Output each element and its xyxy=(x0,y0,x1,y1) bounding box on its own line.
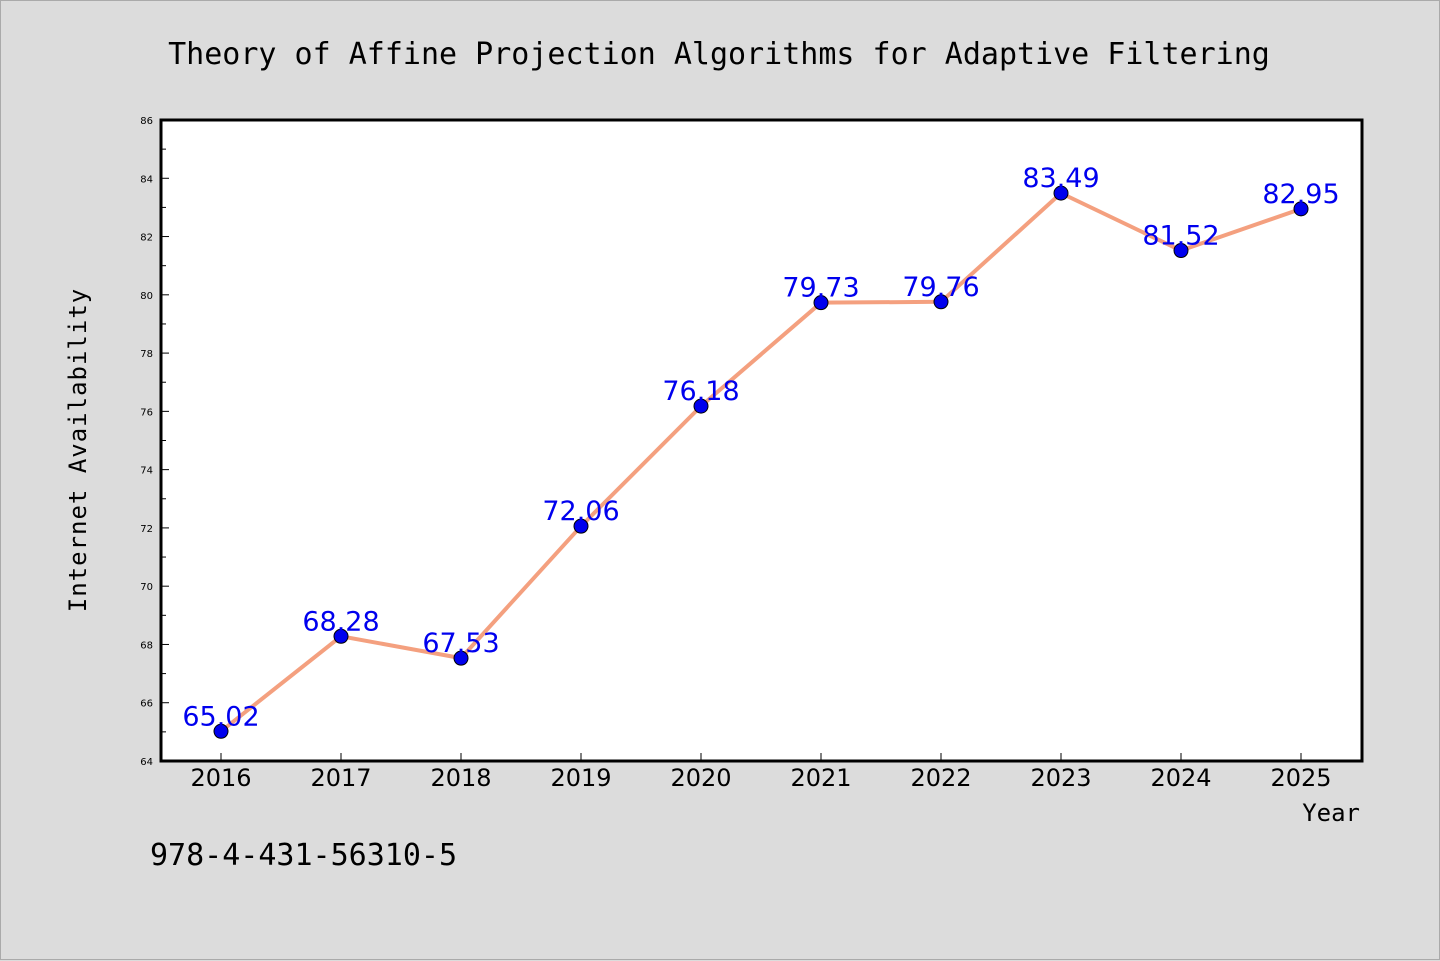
data-label: 72.06 xyxy=(542,496,619,527)
y-axis-ticks: 64 66 68 70 72 74 76 78 80 82 84 86 xyxy=(140,116,169,768)
data-point xyxy=(1053,185,1069,201)
y-tick-label: 86 xyxy=(140,116,153,127)
y-tick-label: 72 xyxy=(140,524,153,535)
x-tick-label: 2019 xyxy=(550,764,611,792)
chart-title: Theory of Affine Projection Algorithms f… xyxy=(168,37,1270,72)
data-point xyxy=(693,398,709,414)
x-tick-label: 2017 xyxy=(310,764,371,792)
x-tick-label: 2023 xyxy=(1030,764,1091,792)
data-point xyxy=(333,628,349,644)
data-label: 65.02 xyxy=(182,701,259,732)
x-tick-label: 2025 xyxy=(1270,764,1331,792)
data-point xyxy=(453,650,469,666)
data-label: 67.53 xyxy=(422,628,499,659)
y-tick-label: 74 xyxy=(140,466,153,477)
data-label: 83.49 xyxy=(1022,163,1099,194)
data-point xyxy=(813,295,829,311)
x-tick-label: 2022 xyxy=(910,764,971,792)
series-layer: 65.02 68.28 67.53 72.06 76.18 79.73 79.76 83.49… xyxy=(182,163,1340,739)
y-tick-label: 84 xyxy=(140,174,153,185)
data-label: 81.52 xyxy=(1142,221,1219,252)
data-point xyxy=(933,294,949,310)
data-label: 79.73 xyxy=(782,273,859,304)
data-label: 68.28 xyxy=(302,606,379,637)
y-tick-label: 68 xyxy=(140,640,153,651)
series-line xyxy=(219,191,1302,733)
data-label: 82.95 xyxy=(1262,179,1339,210)
x-axis-label: Year xyxy=(1302,799,1360,827)
y-tick-label: 82 xyxy=(140,233,153,244)
x-tick-label: 2016 xyxy=(190,764,251,792)
x-tick-label: 2024 xyxy=(1150,764,1211,792)
x-axis-ticks: 2016 2017 2018 2019 2020 2021 2022 2023 2024 2025 xyxy=(190,753,1332,792)
y-tick-label: 78 xyxy=(140,349,153,360)
isbn-text: 978-4-431-56310-5 xyxy=(150,838,457,873)
x-tick-label: 2021 xyxy=(790,764,851,792)
y-tick-label: 70 xyxy=(140,582,153,593)
y-axis-label: Internet Availability xyxy=(64,288,92,612)
x-tick-label: 2018 xyxy=(430,764,491,792)
plot-border xyxy=(159,118,1364,763)
data-point xyxy=(573,518,589,534)
y-tick-label: 80 xyxy=(140,291,153,302)
data-point xyxy=(1173,243,1189,259)
y-tick-label: 76 xyxy=(140,407,153,418)
data-point xyxy=(1293,201,1309,217)
data-label: 76.18 xyxy=(662,376,739,407)
data-point xyxy=(213,723,229,739)
plot-area xyxy=(161,120,1362,761)
data-label: 79.76 xyxy=(902,272,979,303)
x-tick-label: 2020 xyxy=(670,764,731,792)
y-tick-label: 64 xyxy=(140,757,153,768)
y-tick-label: 66 xyxy=(140,699,153,710)
